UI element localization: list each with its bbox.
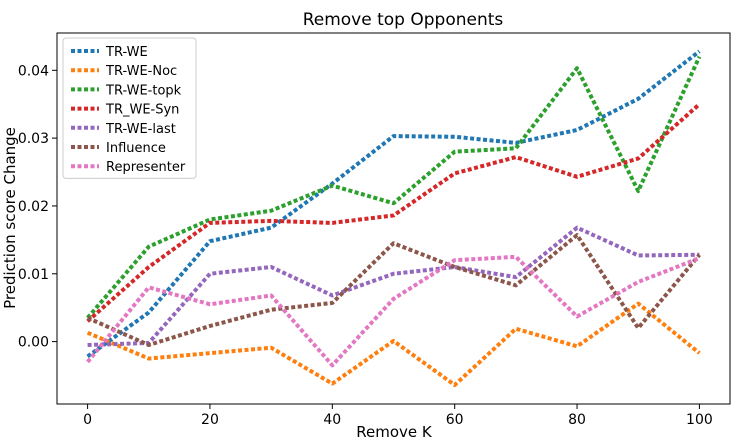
plot-area-frame: [56, 32, 731, 405]
legend-label: TR_WE-Syn: [105, 103, 179, 118]
legend-label: TR-WE: [105, 45, 148, 60]
series-line-tr-we-noc: [86, 301, 701, 388]
legend-label: TR-WE-last: [105, 122, 176, 137]
x-tick-label: 0: [83, 412, 92, 428]
legend-label: TR-WE-topk: [105, 83, 182, 98]
x-axis-ticks: 0 20 40 60 80 100: [83, 404, 713, 428]
y-axis-title: Prediction score Change: [1, 127, 19, 309]
y-tick-label: 0.00: [18, 335, 49, 351]
y-tick-label: 0.02: [18, 199, 49, 215]
chart-title: Remove top Opponents: [303, 10, 504, 30]
y-tick-label: 0.04: [18, 63, 49, 79]
legend-box: [62, 37, 197, 179]
legend-label: Representer: [106, 160, 186, 175]
x-tick-label: 80: [568, 412, 586, 428]
legend-label: TR-WE-Noc: [105, 64, 177, 79]
y-tick-label: 0.01: [18, 267, 49, 283]
x-tick-label: 20: [201, 412, 219, 428]
x-tick-label: 60: [446, 412, 464, 428]
x-axis-title: Remove K: [356, 423, 433, 441]
series-line-influence: [86, 233, 701, 347]
x-tick-label: 40: [323, 412, 341, 428]
y-axis-ticks: 0.00 0.01 0.02 0.03 0.04: [18, 63, 57, 351]
series-layer: [86, 49, 702, 388]
legend: TR-WE TR-WE-Noc TR-WE-topk TR_WE-Syn TR-WE-l…: [62, 37, 197, 179]
x-tick-label: 100: [686, 412, 713, 428]
y-tick-label: 0.03: [18, 131, 49, 147]
legend-label: Influence: [106, 141, 166, 156]
